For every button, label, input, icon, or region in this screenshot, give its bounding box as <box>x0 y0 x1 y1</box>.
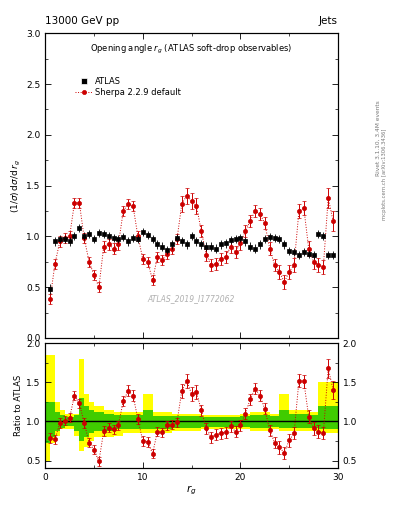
Bar <box>211 415 221 429</box>
Bar <box>289 410 299 431</box>
Bar <box>143 410 152 429</box>
Text: 13000 GeV pp: 13000 GeV pp <box>45 16 119 26</box>
Text: ATLAS_2019_I1772062: ATLAS_2019_I1772062 <box>148 294 235 303</box>
Bar <box>172 414 182 431</box>
Bar <box>192 414 201 431</box>
Bar <box>84 394 89 446</box>
Bar <box>75 414 79 436</box>
Text: Opening angle $r_g$ (ATLAS soft-drop observables): Opening angle $r_g$ (ATLAS soft-drop obs… <box>90 42 293 55</box>
Bar <box>201 415 211 429</box>
Legend: ATLAS, Sherpa 2.2.9 default: ATLAS, Sherpa 2.2.9 default <box>73 74 184 99</box>
Bar <box>45 355 50 461</box>
Bar <box>328 382 338 433</box>
Bar <box>182 416 192 428</box>
Bar <box>70 414 75 429</box>
Bar <box>152 412 162 433</box>
Bar <box>55 412 60 431</box>
Bar <box>104 410 114 437</box>
Bar <box>162 416 172 429</box>
Bar <box>50 355 55 443</box>
Bar <box>114 415 123 429</box>
Bar <box>70 417 75 426</box>
Bar <box>152 416 162 429</box>
Bar <box>65 414 70 429</box>
Bar <box>221 417 231 427</box>
Bar <box>260 415 270 428</box>
Bar <box>318 382 328 433</box>
Bar <box>89 410 94 433</box>
Bar <box>299 410 309 431</box>
Text: Rivet 3.1.10, 3.4M events: Rivet 3.1.10, 3.4M events <box>376 100 380 176</box>
Bar <box>309 412 318 431</box>
Bar <box>75 415 79 431</box>
Bar <box>260 412 270 431</box>
Bar <box>279 410 289 428</box>
Bar <box>104 414 114 431</box>
Bar <box>94 406 104 437</box>
Y-axis label: Ratio to ATLAS: Ratio to ATLAS <box>14 375 23 436</box>
Y-axis label: $(1/\sigma)\,\mathrm{d}\sigma/\mathrm{d}\,r_g$: $(1/\sigma)\,\mathrm{d}\sigma/\mathrm{d}… <box>10 159 23 212</box>
Bar <box>270 416 279 427</box>
Bar <box>89 402 94 441</box>
Bar <box>79 359 84 451</box>
Bar <box>241 414 250 429</box>
Bar <box>143 394 152 433</box>
Bar <box>60 410 65 429</box>
Bar <box>318 406 328 429</box>
Bar <box>65 417 70 426</box>
Bar <box>162 412 172 433</box>
Bar <box>221 415 231 429</box>
Bar <box>328 406 338 429</box>
Bar <box>133 415 143 429</box>
Bar <box>133 412 143 433</box>
Bar <box>289 414 299 428</box>
Bar <box>84 406 89 437</box>
Bar <box>241 416 250 427</box>
Bar <box>123 412 133 433</box>
Bar <box>50 402 55 437</box>
Bar <box>192 416 201 428</box>
Bar <box>250 415 260 428</box>
Bar <box>123 415 133 429</box>
Bar <box>182 414 192 431</box>
Bar <box>299 414 309 428</box>
Bar <box>211 417 221 427</box>
Bar <box>172 416 182 428</box>
Bar <box>55 402 60 436</box>
X-axis label: $r_g$: $r_g$ <box>186 484 197 497</box>
Bar <box>279 394 289 431</box>
Bar <box>231 417 241 427</box>
Bar <box>114 412 123 436</box>
Bar <box>45 402 50 443</box>
Bar <box>201 417 211 427</box>
Bar <box>231 415 241 429</box>
Bar <box>94 412 104 431</box>
Text: mcplots.cern.ch [arXiv:1306.3436]: mcplots.cern.ch [arXiv:1306.3436] <box>382 129 387 220</box>
Text: Jets: Jets <box>319 16 338 26</box>
Bar <box>270 414 279 429</box>
Bar <box>60 415 65 428</box>
Bar <box>250 412 260 431</box>
Bar <box>309 415 318 428</box>
Bar <box>79 398 84 441</box>
